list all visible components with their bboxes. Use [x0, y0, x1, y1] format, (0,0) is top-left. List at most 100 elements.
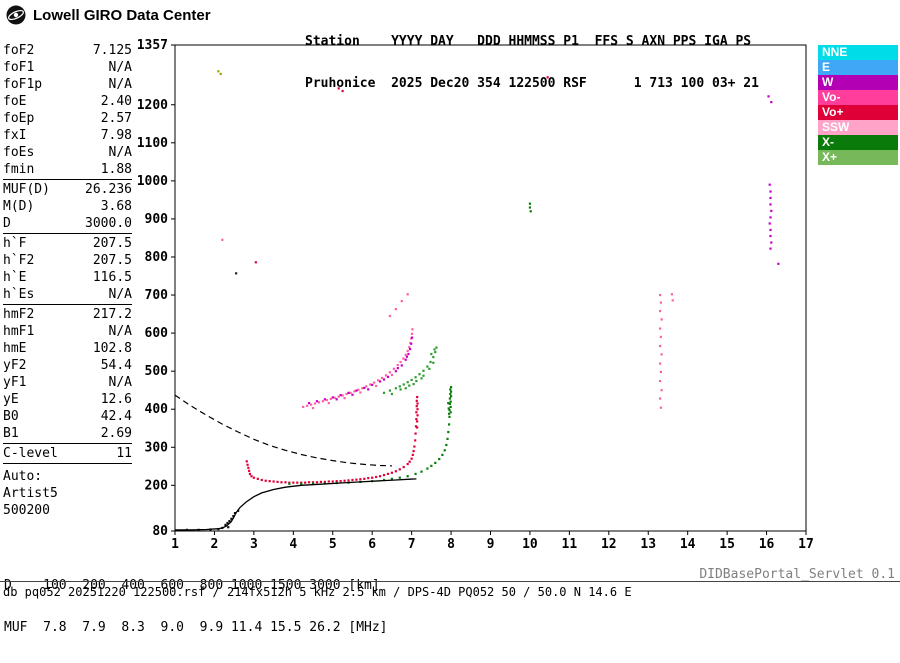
param-value: 7.98: [100, 128, 132, 143]
x-tick-label: 1: [171, 537, 179, 552]
trace-x-trace: [449, 392, 452, 396]
param-row-D: D 3000.0: [3, 215, 132, 232]
trace-es-e-echoes: [227, 526, 230, 529]
trace-second-hop-o-pink: [361, 387, 364, 390]
trace-noise-magenta: [770, 100, 773, 104]
trace-es-e-echoes: [230, 517, 233, 520]
trace-noise-magenta: [769, 216, 772, 219]
param-value: 207.5: [92, 253, 132, 268]
trace-o-trace: [319, 480, 323, 484]
trace-second-hop-x: [432, 361, 435, 364]
trace-o-trace: [375, 475, 378, 479]
auto-line: Auto:: [3, 469, 43, 484]
param-row-fmin: fmin 1.88: [3, 161, 132, 178]
trace-second-hop-o-pink: [411, 328, 414, 331]
trace-second-hop-o-magenta: [331, 396, 334, 399]
param-label: B1: [3, 426, 19, 441]
param-row-hmF1: hmF1 N/A: [3, 323, 132, 340]
trace-second-hop-o-pink: [373, 381, 376, 384]
trace-x-trace: [447, 423, 451, 426]
trace-second-hop-x: [422, 369, 425, 372]
x-tick-label: 10: [522, 537, 538, 552]
param-row-h`F2: h`F2 207.5: [3, 252, 132, 269]
param-row-h`E: h`E 116.5: [3, 269, 132, 286]
trace-second-hop-x: [412, 382, 415, 386]
trace-noise-red: [546, 76, 549, 79]
trace-es-e-echoes: [232, 515, 235, 518]
trace-second-hop-o-magenta: [382, 378, 386, 381]
trace-o-trace: [416, 414, 419, 417]
param-label: foEp: [3, 111, 35, 126]
param-value: 54.4: [100, 358, 132, 373]
trace-x-trace: [390, 477, 394, 480]
param-row-M(D): M(D) 3.68: [3, 198, 132, 215]
param-row-B1: B1 2.69: [3, 425, 132, 442]
param-label: C-level: [3, 446, 58, 461]
trace-noise-magenta: [769, 196, 772, 200]
param-value: N/A: [108, 375, 132, 390]
x-tick-label: 9: [487, 537, 495, 552]
param-row-foF2: foF2 7.125: [3, 42, 132, 59]
trace-o-trace: [398, 468, 401, 471]
trace-noise-pink: [659, 406, 662, 409]
trace-x-trace: [447, 402, 450, 405]
trace-o-trace: [416, 408, 419, 411]
param-value: 42.4: [100, 409, 132, 424]
trace-second-hop-o-pink: [380, 376, 384, 380]
trace-o-trace: [378, 475, 382, 478]
legend: NNE E W Vo- Vo+ SSW X- X+: [818, 45, 898, 165]
giro-logo-icon: [6, 5, 26, 25]
y-tick-label: 80: [152, 524, 168, 539]
y-tick-label: 1200: [137, 98, 168, 113]
trace-x-trace: [448, 397, 451, 400]
trace-x-trace: [311, 482, 315, 485]
trace-second-hop-o-magenta: [400, 364, 403, 367]
trace-o-trace: [416, 402, 419, 405]
plot-border: [174, 44, 807, 532]
trace-o-trace: [371, 476, 374, 479]
trace-o-trace: [386, 472, 390, 476]
muf-distance-row: D 100 200 400 600 800 1000 1500 3000 [km…: [4, 578, 380, 593]
x-tick-label: 15: [719, 537, 735, 552]
trace-noise-olive: [219, 72, 222, 76]
trace-second-hop-o-pink: [377, 379, 380, 382]
trace-second-hop-x: [418, 373, 421, 376]
trace-second-hop-o-pink: [321, 400, 324, 403]
param-value: 11: [116, 446, 132, 461]
trace-noise-magenta: [767, 95, 770, 98]
param-row-B0: B0 42.4: [3, 408, 132, 425]
trace-second-hop-x: [429, 360, 432, 364]
param-label: hmF2: [3, 307, 35, 322]
legend-item-NNE: NNE: [818, 45, 898, 60]
trace-second-hop-o-magenta: [371, 383, 374, 386]
trace-o-trace: [252, 476, 255, 479]
trace-noise-magenta: [769, 228, 772, 232]
trace-noise-pink: [658, 344, 662, 348]
trace-second-hop-o-magenta: [307, 402, 311, 405]
param-label: MUF(D): [3, 182, 50, 197]
trace-o-trace: [248, 469, 251, 472]
param-label: hmF1: [3, 324, 35, 339]
trace-second-hop-o-pink: [309, 403, 313, 406]
trace-o-trace: [411, 453, 414, 456]
trace-second-hop-o-magenta: [315, 400, 319, 403]
auto-line: Artist5: [3, 486, 58, 501]
trace-o-trace: [359, 478, 362, 481]
param-row-foF1: foF1 N/A: [3, 59, 132, 76]
trace-o-trace: [296, 481, 299, 484]
trace-second-hop-o-pink: [394, 308, 397, 311]
trace-x-trace: [441, 453, 444, 456]
trace-o-trace: [415, 418, 418, 421]
trace-second-hop-x: [430, 352, 433, 356]
trace-second-hop-o-pink: [359, 391, 362, 394]
legend-item-W: W: [818, 75, 898, 90]
trace-second-hop-o-pink: [329, 397, 332, 401]
trace-o-trace: [406, 462, 409, 466]
trace-es-e-echoes: [233, 512, 237, 515]
trace-o-trace: [288, 481, 291, 484]
trace-second-hop-x: [402, 383, 405, 386]
trace-second-hop-o-pink: [311, 406, 315, 410]
trace-x-trace: [448, 408, 451, 412]
trace-second-hop-o-pink: [399, 360, 402, 364]
y-tick-label: 400: [145, 402, 169, 417]
